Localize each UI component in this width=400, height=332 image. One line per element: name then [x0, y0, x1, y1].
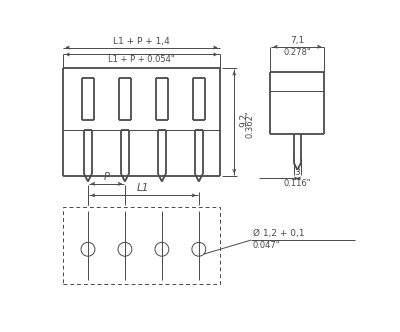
Text: 0.116": 0.116" — [284, 179, 311, 188]
Text: 0.278": 0.278" — [284, 47, 311, 56]
Text: Ø 1,2 + 0,1: Ø 1,2 + 0,1 — [253, 229, 304, 238]
Bar — [62, 207, 220, 284]
Text: 7,1: 7,1 — [290, 36, 304, 45]
Text: 0.047": 0.047" — [253, 241, 280, 250]
Text: 3: 3 — [294, 168, 300, 177]
Text: L1 + P + 0.054": L1 + P + 0.054" — [108, 55, 175, 64]
Text: L1 + P + 1,4: L1 + P + 1,4 — [113, 37, 170, 46]
Text: P: P — [104, 172, 109, 182]
Text: 9,2: 9,2 — [239, 113, 248, 127]
Text: 0.362": 0.362" — [245, 110, 254, 137]
Text: L1: L1 — [137, 183, 150, 193]
